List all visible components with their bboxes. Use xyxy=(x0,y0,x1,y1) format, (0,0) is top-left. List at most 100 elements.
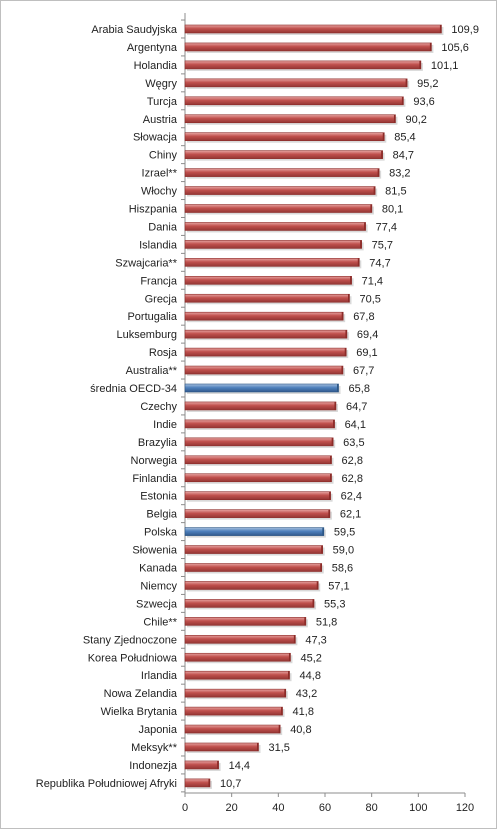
value-label: 93,6 xyxy=(413,96,434,108)
bar-end-cap xyxy=(341,312,344,321)
category-label: Holandia xyxy=(134,60,178,72)
bar xyxy=(184,617,307,626)
category-label: Grecja xyxy=(145,293,178,305)
bar-end-cap xyxy=(288,653,291,662)
value-label: 64,1 xyxy=(345,419,366,431)
bar-end-cap xyxy=(345,330,347,339)
bar-end-cap xyxy=(348,294,350,303)
bar xyxy=(184,706,283,716)
bar-end-cap xyxy=(328,509,330,518)
value-label: 90,2 xyxy=(405,114,426,126)
x-tick-label: 20 xyxy=(226,802,238,814)
category-label: Rosja xyxy=(149,347,178,359)
bar-end-cap xyxy=(341,366,343,375)
value-label: 84,7 xyxy=(393,150,414,162)
value-label: 109,9 xyxy=(451,24,479,36)
bar xyxy=(184,150,383,159)
x-tick-label: 80 xyxy=(366,802,378,814)
bar-end-cap xyxy=(281,707,283,716)
x-tick-label: 100 xyxy=(409,802,427,814)
category-label: Kanada xyxy=(139,563,178,575)
bar-end-cap xyxy=(312,599,315,608)
bar xyxy=(184,222,366,231)
category-label: Australia** xyxy=(126,365,178,377)
category-label: Estonia xyxy=(140,491,178,503)
category-label: Japonia xyxy=(138,724,177,736)
bar-end-cap xyxy=(330,473,332,482)
category-label: Indonezja xyxy=(129,760,178,772)
bar xyxy=(184,258,360,267)
category-label: Chiny xyxy=(149,150,178,162)
value-label: 63,5 xyxy=(343,437,364,449)
value-label: 59,0 xyxy=(333,545,354,557)
bar-end-cap xyxy=(401,96,404,105)
bar xyxy=(184,365,344,375)
category-label: Wielka Brytania xyxy=(101,706,178,718)
value-label: 69,1 xyxy=(356,347,377,359)
value-label: 31,5 xyxy=(269,742,290,754)
category-label: Nowa Zelandia xyxy=(104,688,178,700)
category-label: Turcja xyxy=(147,96,178,108)
bar-end-cap xyxy=(382,132,385,141)
bar-end-cap xyxy=(288,671,290,680)
bar xyxy=(184,329,348,339)
bar-end-cap xyxy=(330,455,332,464)
bar xyxy=(184,168,380,177)
bar xyxy=(184,204,373,213)
category-label: Słowacja xyxy=(133,132,178,144)
value-label: 77,4 xyxy=(376,221,397,233)
bar xyxy=(184,563,323,572)
value-label: 14,4 xyxy=(229,760,250,772)
value-label: 105,6 xyxy=(441,42,469,54)
value-label: 85,4 xyxy=(394,132,415,144)
bar-end-cap xyxy=(217,760,219,769)
value-label: 62,4 xyxy=(341,491,362,503)
x-tick-label: 0 xyxy=(182,802,188,814)
bar-end-cap xyxy=(377,168,380,177)
value-label: 44,8 xyxy=(300,670,321,682)
bar-end-cap xyxy=(321,545,323,554)
category-label: Argentyna xyxy=(127,42,178,54)
bar xyxy=(184,293,350,303)
value-label: 75,7 xyxy=(372,239,393,251)
bar xyxy=(184,419,335,429)
value-label: 51,8 xyxy=(316,616,337,628)
bar xyxy=(184,652,291,662)
bar-end-cap xyxy=(381,150,383,159)
bar-end-cap xyxy=(419,60,421,69)
category-label: Belgia xyxy=(146,509,177,521)
value-label: 69,4 xyxy=(357,329,378,341)
bar xyxy=(184,78,408,88)
category-label: Brazylia xyxy=(138,437,178,449)
bar xyxy=(184,724,281,734)
bar-end-cap xyxy=(370,204,372,213)
value-label: 41,8 xyxy=(293,706,314,718)
bar xyxy=(184,311,344,321)
bar-end-cap xyxy=(350,276,352,285)
category-label: Arabia Saudyjska xyxy=(91,24,177,36)
category-label: Szwajcaria** xyxy=(115,257,177,269)
category-label: Portugalia xyxy=(127,311,177,323)
value-label: 47,3 xyxy=(305,634,326,646)
bar-end-cap xyxy=(333,419,335,428)
category-label: Szwecja xyxy=(136,598,178,610)
bar xyxy=(184,599,315,608)
bar xyxy=(184,491,331,501)
bar-end-cap xyxy=(373,186,376,195)
bar-end-cap xyxy=(360,240,362,249)
category-label: Stany Zjednoczone xyxy=(83,634,177,646)
category-label: Indie xyxy=(153,419,177,431)
category-label: Francja xyxy=(140,275,178,287)
bar-highlight xyxy=(184,383,339,393)
category-label: Włochy xyxy=(141,186,178,198)
category-label: Polska xyxy=(144,527,178,539)
value-label: 101,1 xyxy=(431,60,459,72)
category-label: Norwegia xyxy=(131,455,178,467)
x-tick-label: 40 xyxy=(272,802,284,814)
value-label: 62,8 xyxy=(342,473,363,485)
bar-end-cap xyxy=(439,25,442,33)
category-label: Austria xyxy=(143,114,178,126)
value-label: 70,5 xyxy=(360,293,381,305)
